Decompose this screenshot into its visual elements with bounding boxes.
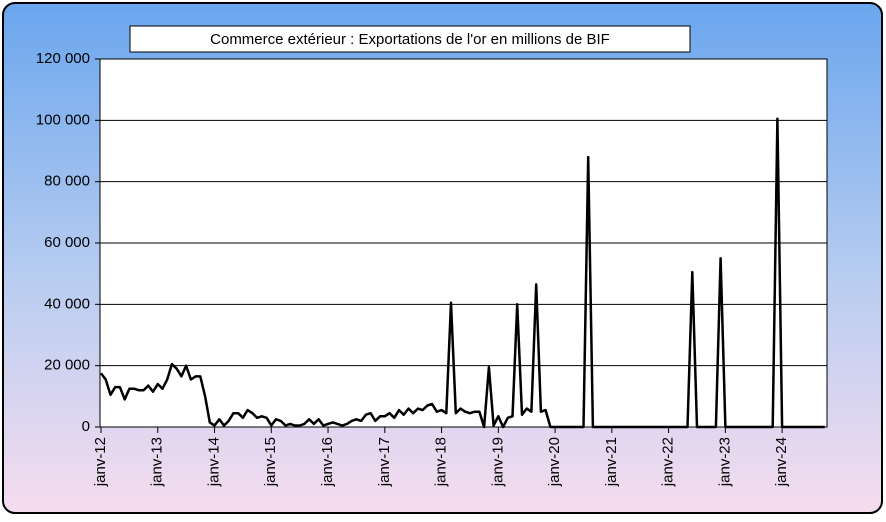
x-tick-label: janv-17 — [376, 437, 393, 487]
x-tick-label: janv-14 — [205, 437, 222, 487]
x-tick-label: janv-24 — [773, 437, 790, 487]
x-tick-label: janv-16 — [319, 437, 336, 487]
y-tick-label: 60 000 — [44, 234, 90, 251]
y-tick-label: 100 000 — [36, 111, 90, 128]
x-tick-label: janv-23 — [716, 437, 733, 487]
x-tick-label: janv-13 — [149, 437, 166, 487]
x-tick-label: janv-20 — [546, 437, 563, 487]
x-tick-label: janv-18 — [433, 437, 450, 487]
y-tick-label: 20 000 — [44, 357, 90, 374]
title-box — [129, 25, 691, 53]
x-tick-label: janv-21 — [603, 437, 620, 487]
y-tick-label: 0 — [82, 418, 90, 435]
plot-layer: 0 20 000 40 000 60 000 80 000 100 000 120 000 j… — [36, 50, 827, 487]
data-line — [100, 117, 825, 429]
y-tick-label: 40 000 — [44, 295, 90, 312]
x-tick-label: janv-19 — [489, 437, 506, 487]
x-tick-label: janv-12 — [92, 437, 109, 487]
y-tick-label: 80 000 — [44, 173, 90, 190]
x-tick-label: janv-15 — [262, 437, 279, 487]
y-tick-label: 120 000 — [36, 50, 90, 67]
x-tick-label: janv-22 — [660, 437, 677, 487]
chart-title: Commerce extérieur : Exportations de l'o… — [210, 31, 610, 48]
